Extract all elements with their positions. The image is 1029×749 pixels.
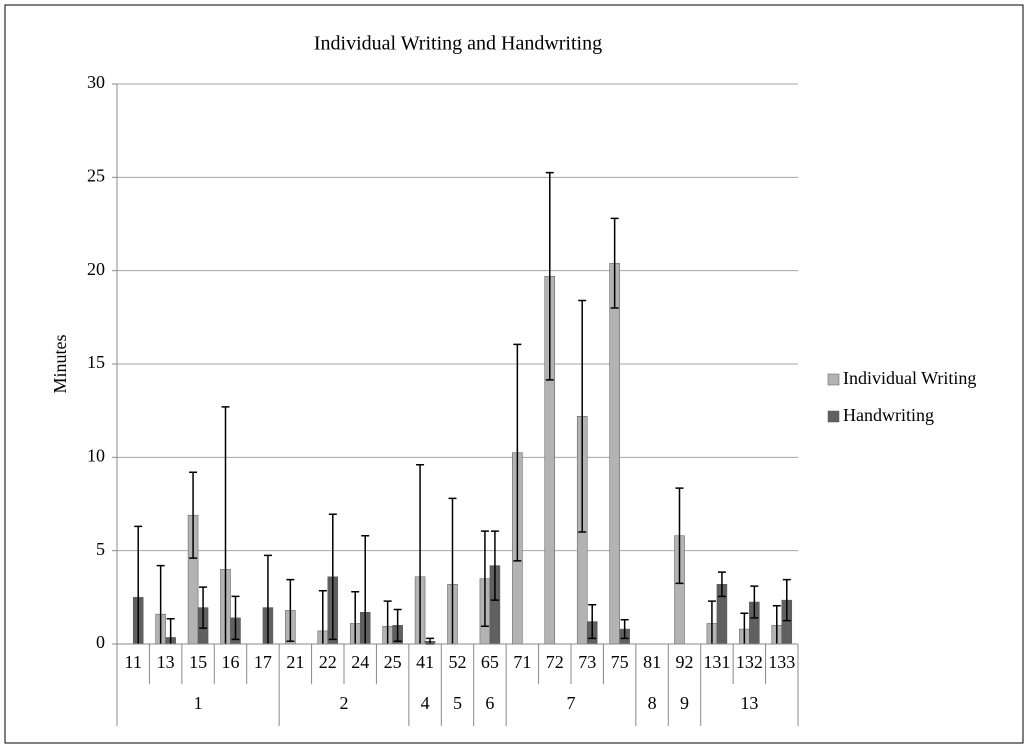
x-tick-label: 22 <box>319 652 337 672</box>
error-bar <box>513 343 522 562</box>
x-tick-label: 15 <box>189 652 207 672</box>
error-bar <box>448 497 457 644</box>
error-bar <box>221 406 230 644</box>
x-tick-label: 25 <box>384 652 402 672</box>
x-tick-label: 81 <box>643 652 661 672</box>
error-bar <box>610 217 619 309</box>
error-bar <box>286 578 295 642</box>
error-bar <box>361 534 370 644</box>
error-bar <box>545 171 554 381</box>
error-bar <box>490 530 499 601</box>
x-tick-label: 65 <box>481 652 499 672</box>
error-bar <box>750 585 759 619</box>
legend-swatch <box>827 410 840 423</box>
legend-swatch <box>827 373 840 386</box>
x-tick-label: 21 <box>286 652 304 672</box>
y-tick-label: 10 <box>87 445 105 465</box>
legend-label: Handwriting <box>843 405 934 425</box>
y-tick-label: 30 <box>87 72 105 92</box>
error-bar <box>620 618 629 640</box>
x-tick-label: 132 <box>736 652 763 672</box>
error-bar <box>231 595 240 641</box>
group-label: 9 <box>680 693 689 713</box>
error-bar <box>740 612 749 644</box>
error-bar <box>480 530 489 628</box>
x-tick-label: 92 <box>676 652 694 672</box>
error-bar <box>772 604 781 644</box>
y-tick-label: 20 <box>87 259 105 279</box>
error-bar <box>393 608 402 642</box>
error-bar <box>189 471 198 559</box>
group-label: 6 <box>485 693 494 713</box>
group-label: 13 <box>740 693 758 713</box>
x-tick-label: 73 <box>578 652 596 672</box>
error-bar <box>416 464 425 644</box>
y-tick-label: 0 <box>96 632 105 652</box>
error-bar <box>134 525 143 644</box>
group-label: 4 <box>421 693 430 713</box>
x-tick-label: 131 <box>703 652 730 672</box>
error-bar <box>328 513 337 641</box>
error-bar <box>707 600 716 644</box>
group-label: 7 <box>567 693 576 713</box>
error-bar <box>351 590 360 644</box>
error-bar <box>166 618 175 644</box>
x-tick-label: 133 <box>768 652 795 672</box>
x-tick-label: 72 <box>546 652 564 672</box>
legend-label: Individual Writing <box>843 368 976 388</box>
x-tick-label: 52 <box>449 652 467 672</box>
y-axis-label: Minutes <box>50 334 70 393</box>
x-tick-label: 41 <box>416 652 434 672</box>
group-label: 1 <box>194 693 203 713</box>
chart-title: Individual Writing and Handwriting <box>314 33 602 55</box>
error-bar <box>383 600 392 644</box>
error-bar <box>782 578 791 622</box>
group-label: 5 <box>453 693 462 713</box>
bar <box>609 262 620 645</box>
x-tick-label: 17 <box>254 652 272 672</box>
error-bar <box>578 299 587 533</box>
y-tick-label: 15 <box>87 352 105 372</box>
x-tick-label: 75 <box>611 652 629 672</box>
error-bar <box>156 564 165 644</box>
group-label: 2 <box>340 693 349 713</box>
error-bar <box>263 554 272 644</box>
y-tick-label: 5 <box>96 539 105 559</box>
y-tick-label: 25 <box>87 165 105 185</box>
x-tick-label: 71 <box>513 652 531 672</box>
error-bar <box>588 604 597 640</box>
error-bar <box>717 571 726 598</box>
x-tick-label: 11 <box>125 652 142 672</box>
x-tick-label: 24 <box>351 652 369 672</box>
group-label: 8 <box>648 693 657 713</box>
x-tick-label: 13 <box>157 652 175 672</box>
error-bar <box>199 586 208 629</box>
error-bar <box>675 487 684 585</box>
error-bar <box>318 590 327 644</box>
x-tick-label: 16 <box>222 652 240 672</box>
